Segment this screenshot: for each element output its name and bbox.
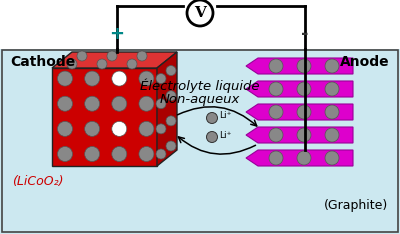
Text: -: - [301, 25, 309, 43]
Circle shape [85, 121, 100, 136]
Polygon shape [246, 104, 353, 120]
Text: +: + [110, 25, 124, 43]
Polygon shape [52, 52, 177, 68]
Circle shape [269, 151, 283, 165]
Circle shape [297, 59, 311, 73]
Polygon shape [246, 127, 353, 143]
Circle shape [206, 132, 218, 143]
Circle shape [137, 51, 147, 61]
Text: Anode: Anode [340, 55, 390, 69]
Circle shape [166, 66, 176, 76]
Circle shape [112, 121, 127, 136]
Polygon shape [246, 150, 353, 166]
Circle shape [67, 59, 77, 69]
Circle shape [269, 82, 283, 96]
Text: Li⁺: Li⁺ [219, 131, 231, 139]
Circle shape [97, 59, 107, 69]
Circle shape [112, 71, 127, 86]
Bar [2, 50, 398, 232]
Circle shape [325, 128, 339, 142]
Circle shape [77, 51, 87, 61]
Circle shape [166, 141, 176, 151]
Text: (LiCoO₂): (LiCoO₂) [12, 176, 64, 189]
Circle shape [269, 128, 283, 142]
Polygon shape [157, 52, 177, 166]
Circle shape [325, 151, 339, 165]
Polygon shape [246, 81, 353, 97]
Circle shape [297, 82, 311, 96]
Circle shape [297, 128, 311, 142]
Circle shape [325, 105, 339, 119]
Circle shape [85, 146, 100, 161]
Circle shape [325, 82, 339, 96]
Circle shape [156, 99, 166, 109]
Circle shape [156, 149, 166, 159]
Circle shape [58, 71, 72, 86]
Text: Cathode: Cathode [10, 55, 75, 69]
Circle shape [156, 73, 166, 84]
Circle shape [139, 146, 154, 161]
Circle shape [297, 151, 311, 165]
Circle shape [85, 96, 100, 111]
Circle shape [325, 59, 339, 73]
Circle shape [166, 116, 176, 126]
Circle shape [85, 71, 100, 86]
Circle shape [187, 0, 213, 26]
Text: Électrolyte liquide: Électrolyte liquide [140, 79, 260, 93]
Circle shape [127, 59, 137, 69]
Text: Non-aqueux: Non-aqueux [160, 94, 240, 106]
Bar [0, 49, 400, 234]
Text: Li⁺: Li⁺ [219, 111, 231, 121]
Bar [0, 0, 400, 49]
Circle shape [139, 121, 154, 136]
Circle shape [58, 146, 72, 161]
Circle shape [139, 96, 154, 111]
Text: (Graphite): (Graphite) [324, 200, 388, 212]
Text: V: V [194, 6, 206, 20]
Circle shape [269, 59, 283, 73]
Circle shape [269, 105, 283, 119]
Circle shape [297, 105, 311, 119]
Circle shape [112, 96, 127, 111]
Circle shape [107, 51, 117, 61]
Circle shape [206, 113, 218, 124]
Circle shape [166, 91, 176, 101]
Bar [52, 68, 157, 166]
Circle shape [58, 121, 72, 136]
Polygon shape [246, 58, 353, 74]
Circle shape [139, 71, 154, 86]
Circle shape [58, 96, 72, 111]
Circle shape [156, 124, 166, 134]
Circle shape [112, 146, 127, 161]
